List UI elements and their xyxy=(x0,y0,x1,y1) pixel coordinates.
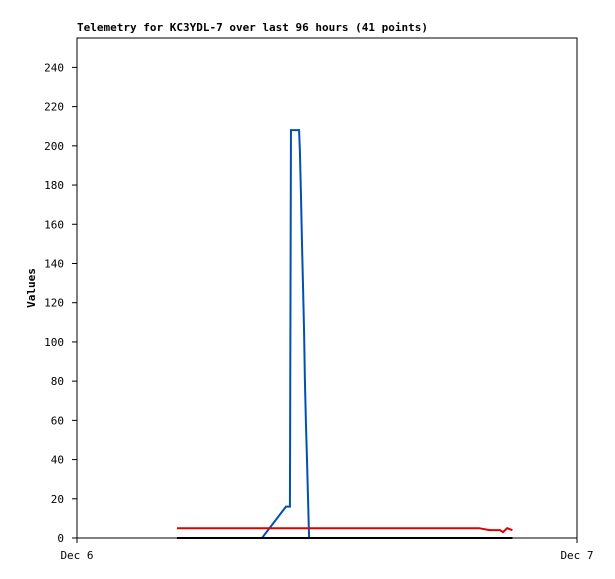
y-tick-label: 160 xyxy=(44,218,64,231)
y-axis-label: Values xyxy=(25,268,38,308)
y-tick-label: 180 xyxy=(44,179,64,192)
y-tick-label: 240 xyxy=(44,61,64,74)
series-line xyxy=(261,129,311,539)
plot-frame xyxy=(76,37,578,539)
y-tick-label: 80 xyxy=(51,375,64,388)
x-tick-label: Dec 6 xyxy=(60,549,93,562)
chart-title: Telemetry for KC3YDL-7 over last 96 hour… xyxy=(77,21,428,34)
y-tick-label: 140 xyxy=(44,257,64,270)
y-tick-label: 200 xyxy=(44,140,64,153)
x-tick-label: Dec 7 xyxy=(560,549,593,562)
y-tick-label: 20 xyxy=(51,493,64,506)
series-line xyxy=(177,527,513,534)
y-tick-label: 60 xyxy=(51,414,64,427)
y-tick-label: 220 xyxy=(44,101,64,114)
y-tick-label: 120 xyxy=(44,297,64,310)
y-tick-label: 100 xyxy=(44,336,64,349)
y-tick-label: 40 xyxy=(51,454,64,467)
y-tick-label: 0 xyxy=(57,532,64,545)
